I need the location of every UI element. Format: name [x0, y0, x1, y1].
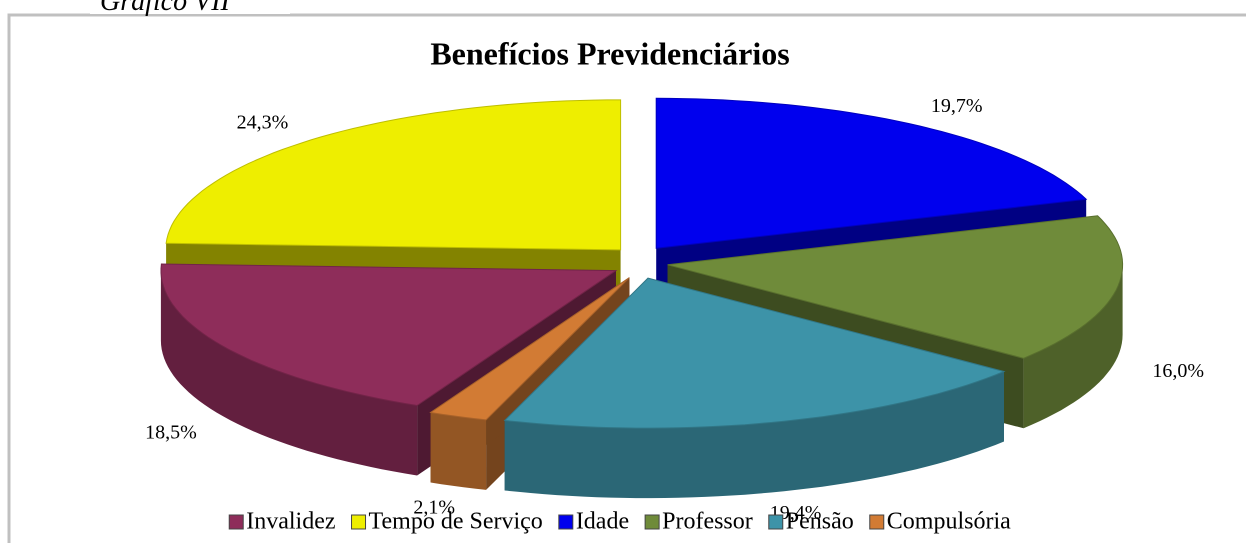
caption-mask: [90, 0, 290, 14]
legend-swatch: [768, 514, 784, 530]
slice: [655, 97, 1088, 249]
legend-label: Compulsória: [887, 509, 1011, 535]
legend: Invalidez Tempo de Serviço Idade Professor P…: [228, 509, 1011, 535]
data-label: 24,3%: [237, 112, 289, 134]
legend-label: Professor: [662, 509, 753, 535]
slice: [503, 277, 1006, 429]
data-label: 18,5%: [145, 422, 197, 444]
data-label: 2,1%: [413, 496, 455, 518]
legend-label: Pensão: [786, 509, 854, 535]
legend-label: Idade: [576, 509, 629, 535]
legend-swatch: [558, 514, 574, 530]
slice-wall: [504, 371, 1004, 499]
legend-swatch: [644, 514, 660, 530]
slice: [667, 215, 1124, 359]
data-label: 19,7%: [931, 95, 983, 117]
data-label: 16,0%: [1152, 360, 1204, 382]
legend-swatch: [228, 514, 244, 530]
slice: [165, 99, 622, 251]
slice: [429, 277, 630, 421]
slice-wall: [160, 270, 418, 476]
legend-label: Tempo de Serviço: [369, 509, 543, 535]
legend-label: Invalidez: [246, 509, 335, 535]
slice-wall: [1023, 264, 1123, 429]
legend-swatch: [351, 514, 367, 530]
slice-wall: [430, 412, 487, 490]
legend-swatch: [869, 514, 885, 530]
caption: Gráfico VII: [100, 0, 232, 17]
chart-title: Benefícios Previdenciários: [430, 35, 789, 71]
slice: [160, 263, 618, 407]
